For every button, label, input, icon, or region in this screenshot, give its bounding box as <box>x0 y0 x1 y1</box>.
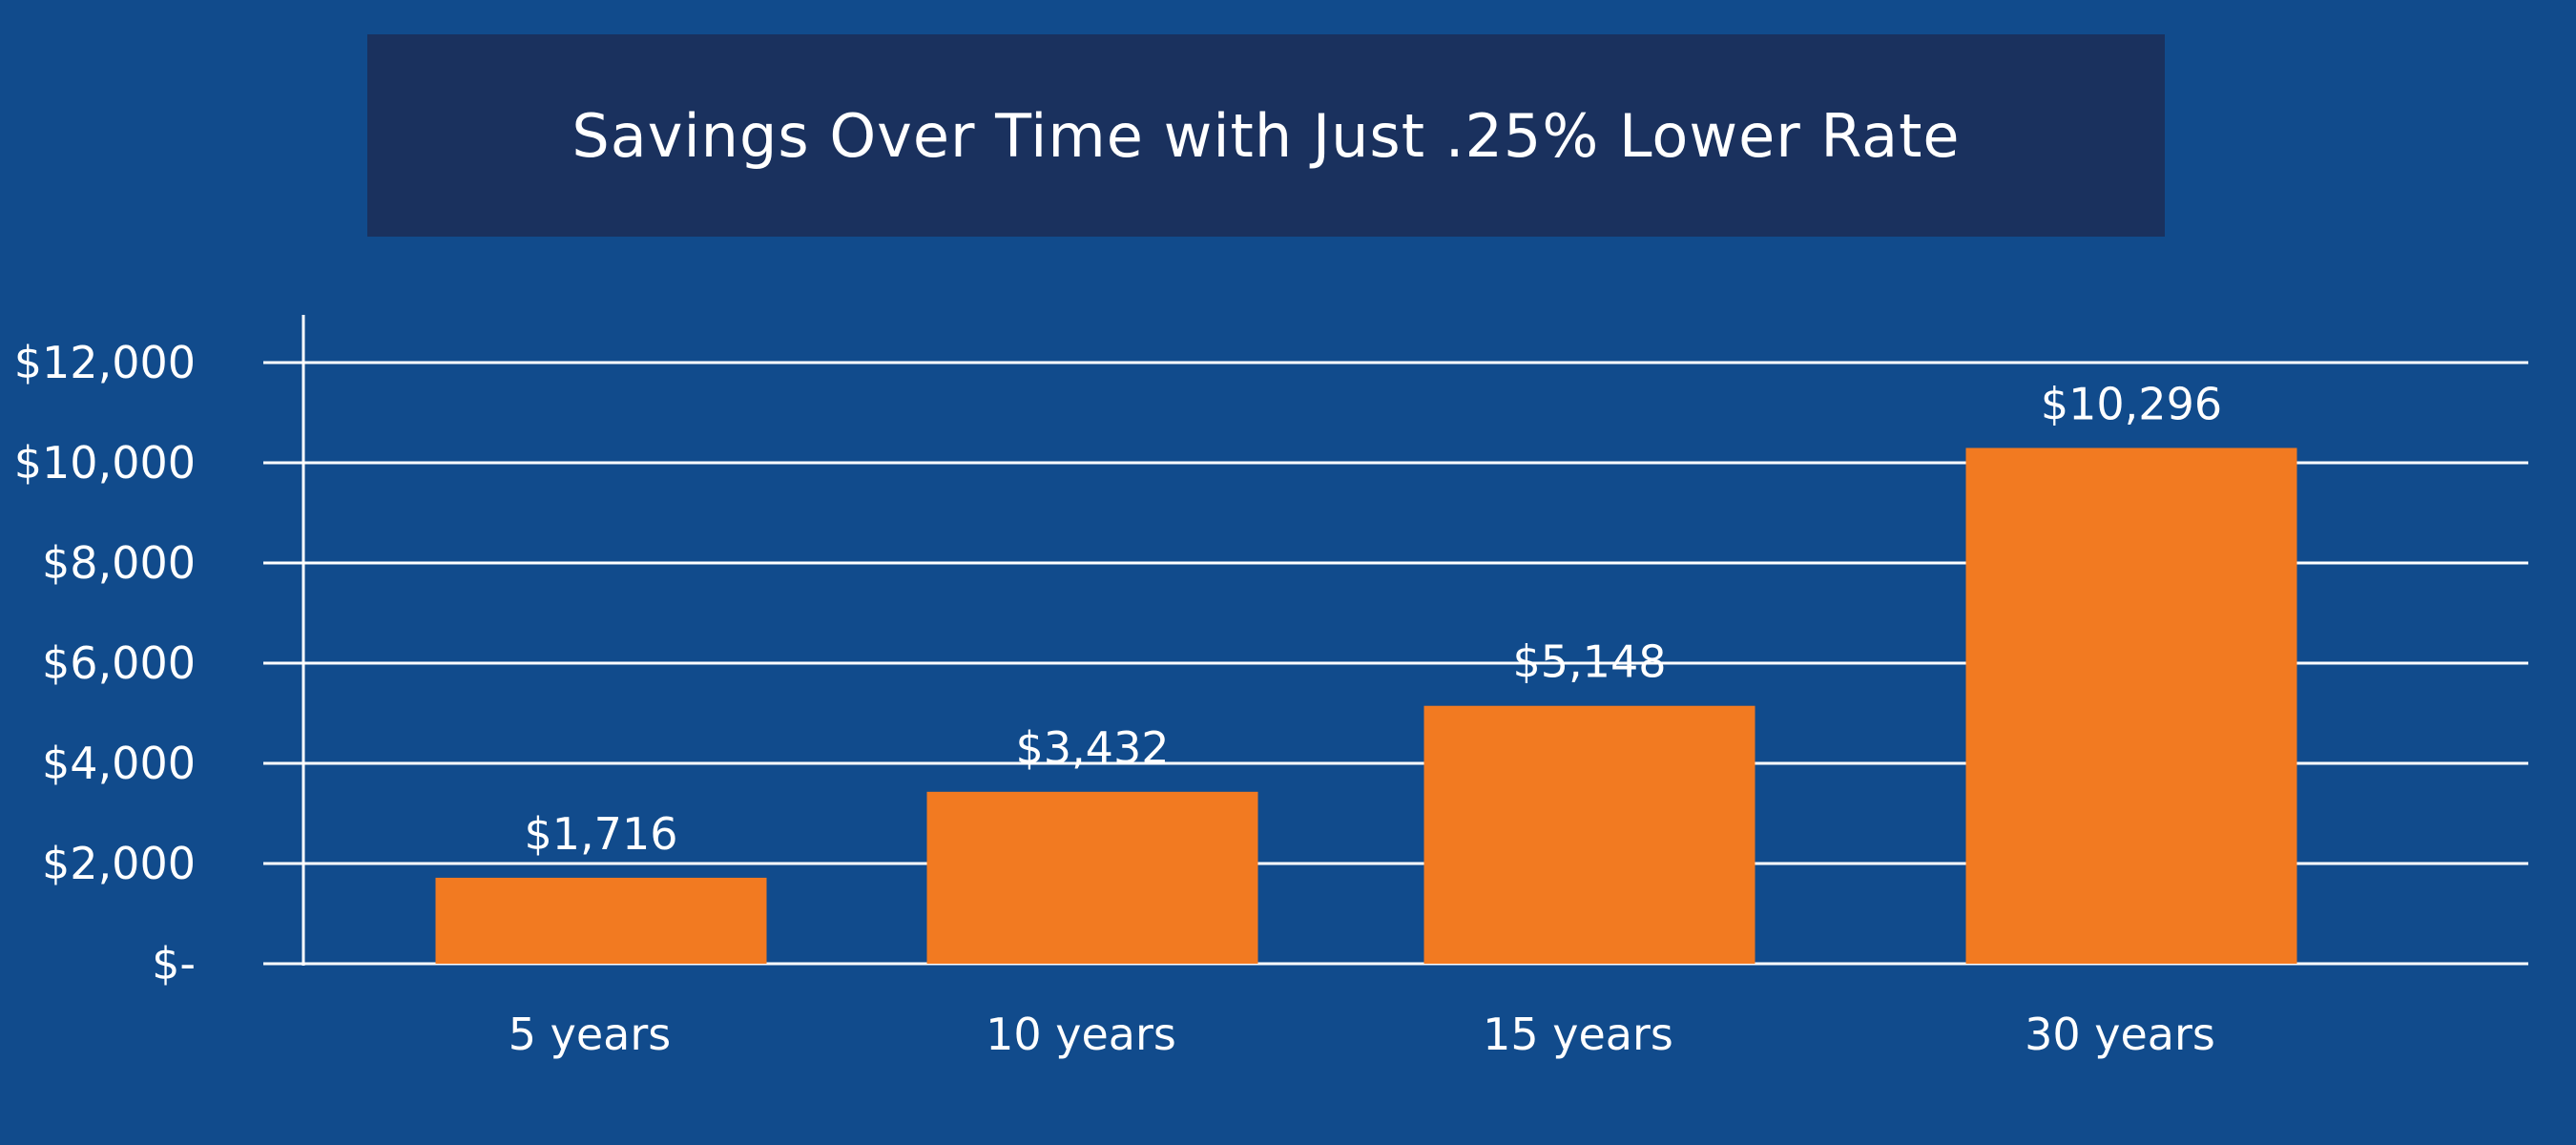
y-tick-labels: $- $2,000 $4,000 $6,000 $8,000 $10,000 $12,000 <box>14 337 196 989</box>
chart-title: Savings Over Time with Just .25% Lower R… <box>571 100 1961 171</box>
y-tick-label: $12,000 <box>14 337 196 388</box>
y-tick-label: $6,000 <box>42 637 196 689</box>
y-tick-label: $4,000 <box>42 738 196 789</box>
bar-1 <box>435 877 767 964</box>
bar-3 <box>1423 705 1755 964</box>
data-label: $3,432 <box>1016 722 1170 774</box>
y-tick-label: $- <box>152 938 196 989</box>
bar-2 <box>926 791 1258 964</box>
data-labels: $1,716 $3,432 $5,148 $10,296 <box>525 378 2223 859</box>
data-label: $1,716 <box>525 808 678 860</box>
x-category-label: 10 years <box>986 1009 1176 1060</box>
title-banner: Savings Over Time with Just .25% Lower R… <box>367 34 2165 237</box>
y-tick-label: $10,000 <box>14 437 196 489</box>
data-label: $5,148 <box>1513 636 1667 688</box>
bar-4 <box>1965 448 2297 965</box>
y-tick-label: $2,000 <box>42 838 196 889</box>
data-label: $10,296 <box>2041 378 2222 429</box>
y-tick-label: $8,000 <box>42 537 196 589</box>
x-category-label: 5 years <box>509 1009 671 1060</box>
bars <box>435 448 2297 965</box>
x-category-labels: 5 years 10 years 15 years 30 years <box>509 1009 2215 1060</box>
x-category-label: 30 years <box>2025 1009 2215 1060</box>
x-category-label: 15 years <box>1483 1009 1673 1060</box>
